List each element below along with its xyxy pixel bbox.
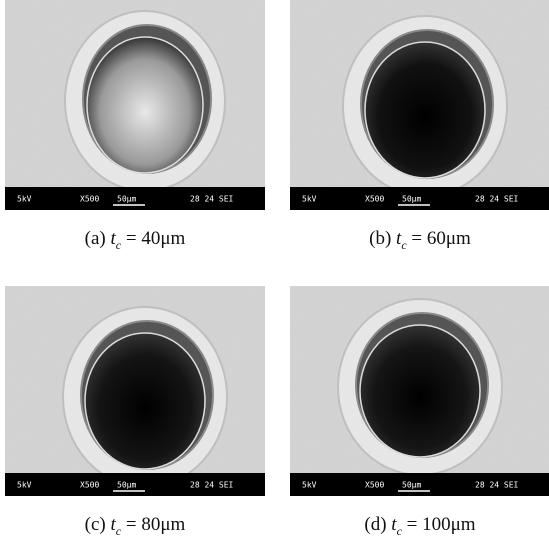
- info-text: 5kV: [17, 195, 32, 204]
- hole: [360, 325, 480, 457]
- hole: [85, 333, 205, 469]
- info-text: 5kV: [302, 195, 317, 204]
- info-text: 5kV: [17, 481, 32, 490]
- caption-value: 80μm: [141, 514, 185, 535]
- info-text: 28 24 SEI: [190, 481, 234, 490]
- figure: 5kV X500 50μm 28 24 SEI (a) tc = 40μm 5kV X50…: [0, 0, 549, 537]
- info-text: 50μm: [117, 195, 136, 204]
- caption-label: (b): [369, 228, 391, 249]
- caption: (c) tc = 80μm: [5, 514, 265, 537]
- info-text: 5kV: [302, 481, 317, 490]
- caption-subscript: c: [116, 524, 121, 537]
- caption-subscript-wrap: c: [116, 524, 121, 537]
- caption: (d) tc = 100μm: [290, 514, 549, 537]
- caption-subscript-wrap: c: [116, 238, 121, 252]
- info-text: X500: [365, 195, 384, 204]
- info-text: X500: [80, 195, 99, 204]
- info-text: 28 24 SEI: [475, 195, 519, 204]
- caption-subscript-wrap: c: [401, 238, 406, 252]
- caption-subscript: c: [116, 238, 121, 252]
- info-text: 28 24 SEI: [475, 481, 519, 490]
- info-text: X500: [80, 481, 99, 490]
- caption-value: 40μm: [141, 228, 185, 249]
- hole: [87, 37, 203, 173]
- caption: (a) tc = 40μm: [5, 228, 265, 253]
- sem-image: 5kV X500 50μm 28 24 SEI: [290, 286, 549, 496]
- caption-subscript: c: [401, 238, 406, 252]
- caption: (b) tc = 60μm: [290, 228, 549, 253]
- info-text: 50μm: [402, 481, 421, 490]
- hole: [365, 42, 485, 178]
- info-text: 28 24 SEI: [190, 195, 234, 204]
- caption-label: (c): [85, 514, 106, 535]
- caption-relation: =: [407, 514, 418, 535]
- sem-image: 5kV X500 50μm 28 24 SEI: [290, 0, 549, 210]
- info-text: X500: [365, 481, 384, 490]
- sem-image: 5kV X500 50μm 28 24 SEI: [5, 286, 265, 496]
- caption-relation: =: [126, 228, 137, 249]
- caption-relation: =: [126, 514, 137, 535]
- caption-value: 100μm: [422, 514, 475, 535]
- caption-label: (a): [85, 228, 106, 249]
- sem-image: 5kV X500 50μm 28 24 SEI: [5, 0, 265, 210]
- caption-subscript: c: [397, 524, 402, 537]
- caption-value: 60μm: [427, 228, 471, 249]
- caption-label: (d): [364, 514, 386, 535]
- info-text: 50μm: [402, 195, 421, 204]
- caption-subscript-wrap: c: [397, 524, 402, 537]
- info-text: 50μm: [117, 481, 136, 490]
- caption-relation: =: [411, 228, 422, 249]
